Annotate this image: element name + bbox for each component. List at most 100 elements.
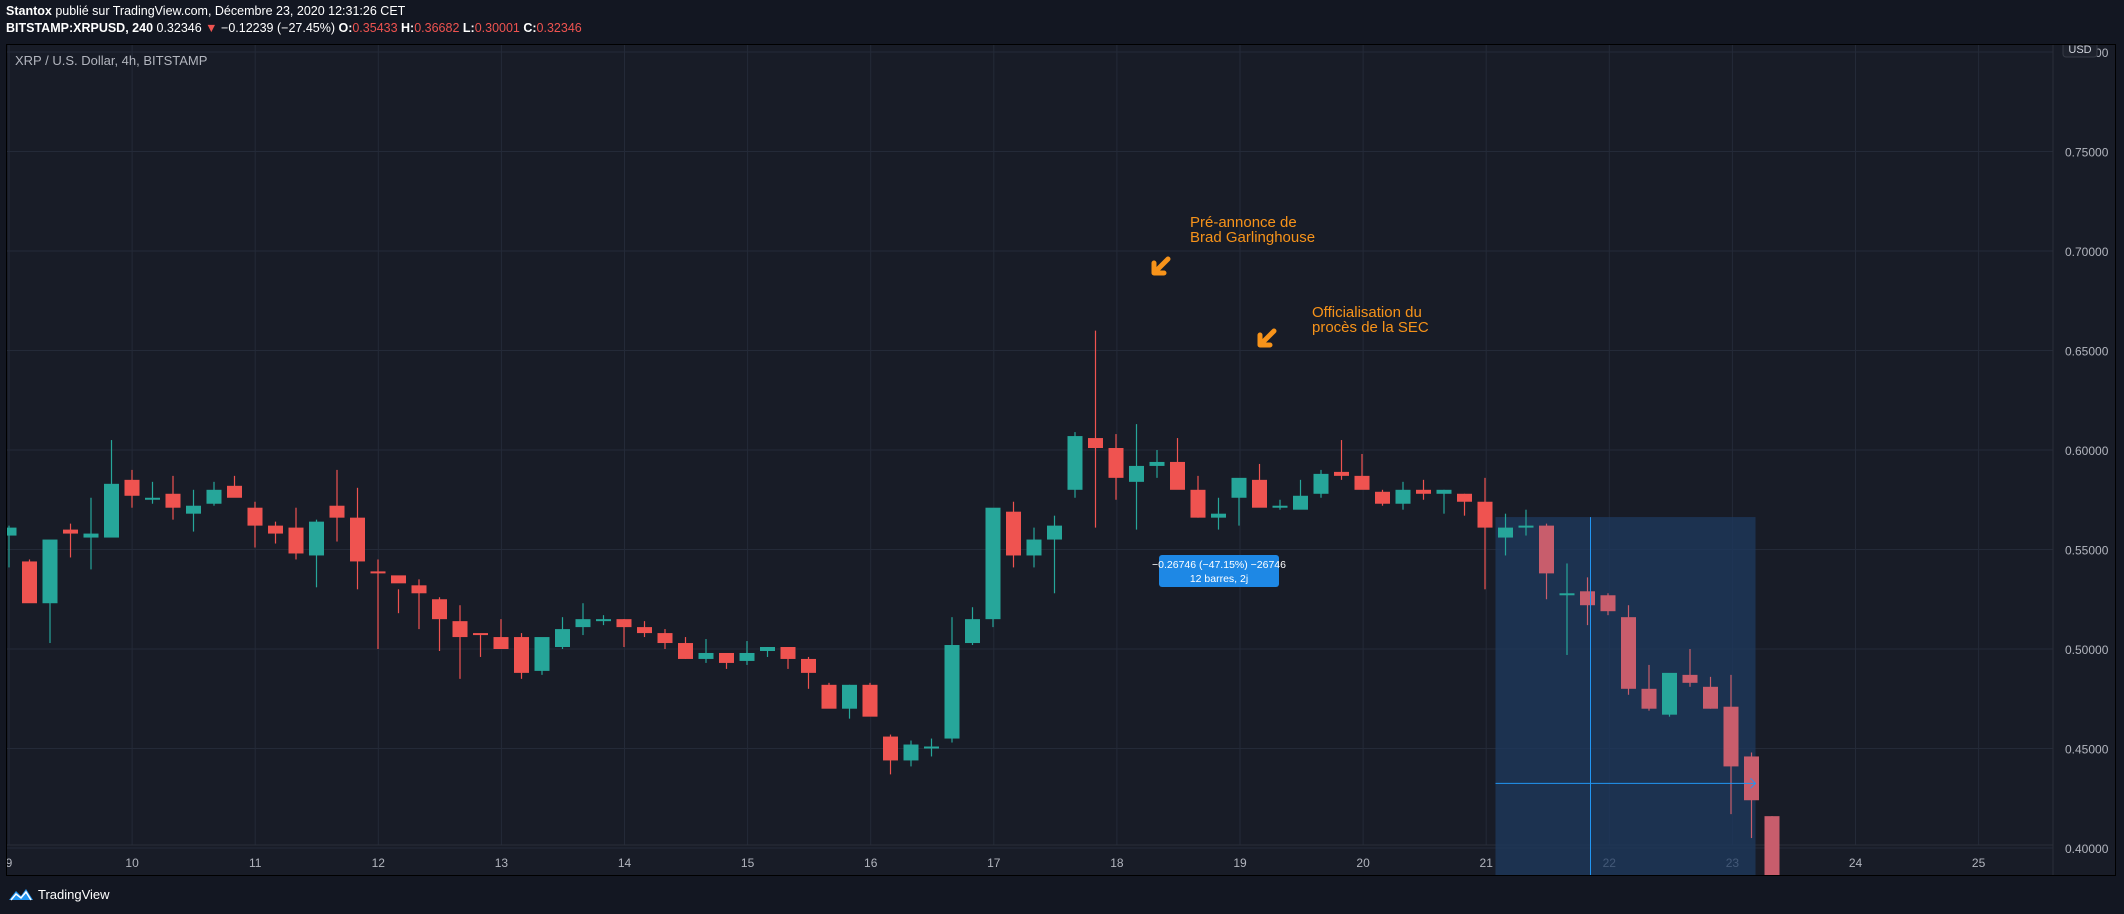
time-tick-label: 10 (125, 856, 139, 870)
chart-legend: XRP / U.S. Dollar, 4h, BITSTAMP (15, 53, 208, 68)
publish-info: Stantox publié sur TradingView.com, Déce… (6, 4, 405, 18)
candle-down (678, 643, 693, 659)
candle-down (1477, 501, 1493, 528)
candle-down (493, 637, 509, 649)
high-value: 0.36682 (414, 21, 460, 35)
time-tick-label: 18 (1110, 856, 1124, 870)
price-tick-label: 0.45000 (2065, 743, 2109, 757)
candle-down (1703, 686, 1718, 709)
candle-up (985, 507, 1001, 620)
candle-up (739, 652, 755, 661)
low-label: L: (459, 21, 475, 35)
price-tick-label: 0.75000 (2065, 146, 2109, 160)
candle-up (1559, 593, 1575, 596)
candle-down (227, 485, 242, 498)
candle-down (616, 619, 632, 628)
candle-up (575, 619, 591, 628)
change: −0.12239 (−27.45%) (217, 21, 335, 35)
candle-down (1108, 448, 1124, 478)
candle-up (944, 645, 960, 739)
candle-down (124, 479, 140, 496)
candle-up (1436, 489, 1452, 494)
candle-down (1641, 688, 1657, 709)
candle-up (1662, 672, 1677, 715)
candle-up (1026, 539, 1042, 556)
candle-down (370, 571, 386, 574)
candle-up (186, 505, 201, 514)
candle-up (760, 647, 775, 651)
arrow-right-icon (1750, 777, 1757, 789)
candle-down (22, 561, 37, 604)
candle-down (1375, 491, 1390, 504)
annotation-text: procès de la SEC (1312, 319, 1429, 336)
candle-down (1190, 489, 1206, 518)
open-value: 0.35433 (352, 21, 398, 35)
down-triangle-icon: ▼ (201, 21, 218, 35)
candle-down (452, 621, 468, 638)
low-value: 0.30001 (474, 21, 520, 35)
candlestick-chart[interactable]: 0.800000.750000.700000.650000.600000.550… (7, 45, 2115, 875)
candle-down (165, 493, 181, 508)
candle-down (1682, 674, 1698, 683)
candle-down (473, 633, 488, 636)
time-tick-label: 13 (495, 856, 509, 870)
candle-down (637, 627, 652, 634)
time-tick-label: 9 (7, 856, 13, 870)
candle-up (555, 629, 570, 648)
close-value: 0.32346 (536, 21, 582, 35)
tradingview-logo-icon (9, 889, 33, 901)
orange-arrow-icon (1257, 328, 1277, 348)
candle-down (657, 633, 673, 644)
time-tick-label: 25 (1972, 856, 1986, 870)
candle-up (596, 619, 611, 622)
candle-up (206, 489, 222, 504)
annotation-text: Brad Garlinghouse (1190, 229, 1315, 246)
symbol-info: BITSTAMP:XRPUSD, 240 0.32346 ▼ −0.12239 … (6, 21, 582, 35)
candle-down (1723, 706, 1739, 767)
price-tick-label: 0.40000 (2065, 842, 2109, 856)
candle-up (698, 652, 714, 659)
chart-frame[interactable]: 0.800000.750000.700000.650000.600000.550… (6, 44, 2116, 876)
price-tick-label: 0.65000 (2065, 345, 2109, 359)
measure-tooltip-line2: 12 barres, 2j (1190, 573, 1248, 585)
author[interactable]: Stantox (6, 4, 52, 18)
candle-up (7, 527, 17, 536)
candle-up (104, 483, 119, 538)
price-tick-label: 0.50000 (2065, 643, 2109, 657)
candle-up (903, 744, 919, 761)
candle-up (1498, 527, 1513, 538)
measure-tooltip (1159, 555, 1279, 587)
candle-down (288, 527, 304, 554)
candle-down (391, 575, 406, 584)
last-price: 0.32346 (153, 21, 202, 35)
open-label: O: (335, 21, 353, 35)
time-tick-label: 19 (1233, 856, 1247, 870)
candle-down (1600, 595, 1616, 612)
candle-down (1744, 756, 1759, 801)
time-tick-label: 24 (1849, 856, 1863, 870)
candle-down (1580, 591, 1595, 606)
time-tick-label: 12 (372, 856, 386, 870)
price-tick-label: 0.60000 (2065, 444, 2109, 458)
close-label: C: (519, 21, 537, 35)
tradingview-brand[interactable]: TradingView (8, 886, 110, 902)
candle-up (1067, 436, 1083, 490)
brand-name: TradingView (38, 886, 110, 902)
time-tick-label: 17 (987, 856, 1001, 870)
candle-up (1272, 505, 1288, 508)
candle-up (145, 497, 160, 500)
candle-down (1416, 489, 1431, 494)
time-tick-label: 20 (1356, 856, 1370, 870)
candle-down (247, 507, 263, 526)
time-tick-label: 21 (1480, 856, 1494, 870)
candle-up (924, 746, 939, 749)
candle-down (1170, 461, 1185, 490)
candle-down (1006, 511, 1021, 556)
orange-arrow-icon (1151, 256, 1171, 276)
time-tick-label: 15 (741, 856, 755, 870)
currency-badge-label: USD (2068, 45, 2091, 56)
candle-up (83, 533, 99, 538)
candle-up (1395, 489, 1411, 504)
time-tick-label: 11 (249, 856, 262, 870)
measure-tooltip-line1: −0.26746 (−47.15%) −26746 (1152, 559, 1286, 571)
